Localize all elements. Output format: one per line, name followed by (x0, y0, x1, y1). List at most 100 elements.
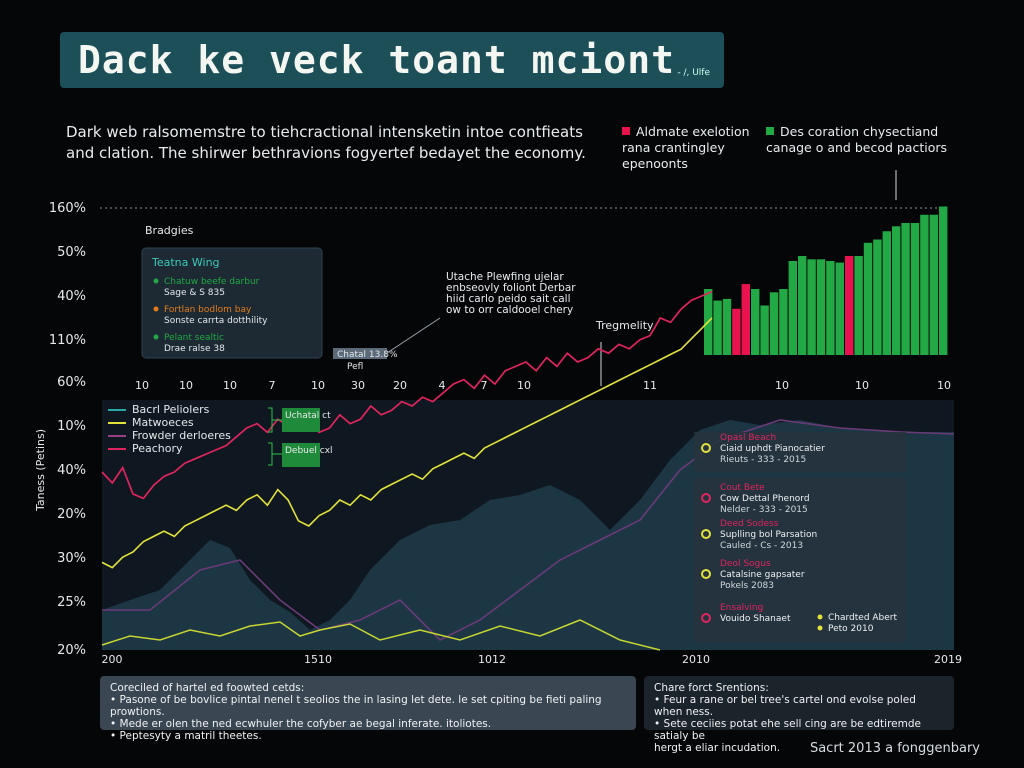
item-line1: Vouido Shanaet (720, 614, 791, 624)
footer-credit: Sacrt 2013 a fonggenbary (809, 741, 980, 756)
top-legend-item-2: Des coration chysectiand canage o and be… (766, 124, 966, 156)
mid-x-tick: 11 (643, 379, 657, 392)
item-sub: Drae ralse 38 (164, 344, 225, 354)
upper-y-tick: 60% (57, 375, 86, 390)
pair-dot (817, 625, 823, 631)
bar (760, 305, 769, 355)
green-tag-2 (282, 443, 320, 467)
bar (798, 256, 807, 355)
right-panel-top (694, 432, 906, 472)
bar (910, 223, 920, 355)
item-title: Ensalving (720, 603, 763, 613)
lower-y-tick: 25% (57, 595, 86, 610)
bar (788, 260, 797, 355)
bar (882, 231, 891, 355)
legend-label: Bacrl Peliolers (132, 403, 210, 416)
item-title: Deed Sodess (720, 519, 779, 529)
green-tag-1-text: Uchatal ct (285, 411, 331, 421)
mid-x-tick: 30 (351, 379, 365, 392)
legend-label: Matwoeces (132, 416, 194, 429)
bar (826, 260, 835, 355)
bar (901, 223, 910, 355)
bar (845, 256, 854, 355)
page-title: Dack ke veck toant mciont (78, 38, 675, 82)
bar (873, 239, 882, 355)
bar (732, 308, 741, 355)
bottom-x-tick: 200 (102, 653, 123, 666)
upper-y-tick: 40% (57, 289, 86, 304)
item-title: Cout Bete (720, 483, 765, 493)
bar (779, 289, 788, 355)
bar-series (704, 206, 948, 355)
bottom-left-line-3: • Peptesyty a matril theetes. (110, 730, 262, 742)
item-line2: Nelder - 333 - 2015 (720, 505, 808, 515)
mid-x-tick: 7 (269, 379, 276, 392)
item-dot (701, 529, 711, 539)
legend-label: Des coration chysectiand canage o and be… (766, 124, 948, 155)
item-dot (701, 493, 711, 503)
line-series-red (101, 290, 713, 500)
mid-x-tick: 10 (937, 379, 951, 392)
lower-y-tick: 10% (57, 419, 86, 434)
bar (835, 262, 844, 355)
item-line1: Cow Dettal Phenord (720, 494, 810, 504)
item-line2: Rieuts - 333 - 2015 (720, 455, 806, 465)
center-annotation: Utache Plewfing ujelar enbseovly foliont… (446, 272, 576, 316)
pair-dot (817, 614, 823, 620)
mid-x-tick: 10 (517, 379, 531, 392)
item-line1: Ciaid uphdt Pianocatier (720, 444, 825, 454)
item-dot (701, 569, 711, 579)
upper-box-title: Teatna Wing (151, 256, 220, 269)
title-tag: - /, Ulfe (677, 68, 710, 78)
small-tag-box (333, 348, 387, 359)
lower-y-tick: 20% (57, 643, 86, 658)
item-dot (701, 443, 711, 453)
upper-y-ticks: 160% 50% 40% 110% 60% (49, 201, 86, 390)
mid-x-tick: 20 (393, 379, 407, 392)
item-title: Opasl Beach (720, 433, 776, 443)
trend-annotation: Tregmelity (595, 319, 654, 332)
bar (854, 256, 863, 355)
chart-subtitle: Dark web ralsomemstre to tiehcractional … (66, 123, 586, 162)
small-tag-text: Chatal 13.8% (337, 350, 398, 360)
bar (863, 242, 873, 355)
green-bracket-1 (268, 407, 282, 433)
mid-x-ticks: 10 10 10 7 10 30 20 4 7 10 11 10 10 10 (135, 379, 951, 392)
lower-y-ticks: 10% 40% 20% 30% 25% 20% (57, 419, 86, 658)
upper-panel-heading: Bradgies (145, 224, 194, 237)
bar (939, 206, 948, 355)
bottom-left-line-1: • Pasone of be bovlice pintal nenel t se… (110, 694, 602, 718)
item-marker (153, 334, 159, 340)
item-title: Deol Sogus (720, 559, 771, 569)
item-text: Pelant sealtic (164, 333, 224, 343)
bottom-right-line-3: hergt a eliar incudation. (654, 742, 781, 754)
bar (713, 300, 722, 355)
bar (769, 292, 779, 355)
center-annotation-text: Utache Plewfing ujelar enbseovly foliont… (446, 272, 576, 316)
bottom-x-ticks: 200 1510 1012 2010 2019 (102, 653, 963, 666)
bottom-x-tick: 2010 (682, 653, 710, 666)
bar (741, 284, 750, 355)
item-sub: Sage & S 835 (164, 288, 225, 298)
item-marker (153, 306, 159, 312)
small-tag-sub: Pefl (347, 362, 363, 372)
top-legend-item-1: Aldmate exelotion rana crantingley epeno… (622, 124, 762, 172)
green-tag-1 (282, 408, 320, 432)
mid-x-tick: 10 (135, 379, 149, 392)
item-sub: Sonste carrta dotthility (164, 316, 268, 326)
upper-y-tick: 160% (49, 201, 86, 216)
green-bracket-2 (268, 442, 282, 466)
bar (751, 289, 760, 355)
bar (920, 214, 929, 355)
upper-y-tick: 50% (57, 245, 86, 260)
mid-x-tick: 7 (481, 379, 488, 392)
upper-info-box (141, 247, 323, 359)
bottom-right-title: Chare forct Srentions: (654, 682, 769, 694)
item-line2: Pokels 2083 (720, 581, 774, 591)
bar (816, 259, 826, 355)
item-line2: Cauled - Cs - 2013 (720, 541, 803, 551)
